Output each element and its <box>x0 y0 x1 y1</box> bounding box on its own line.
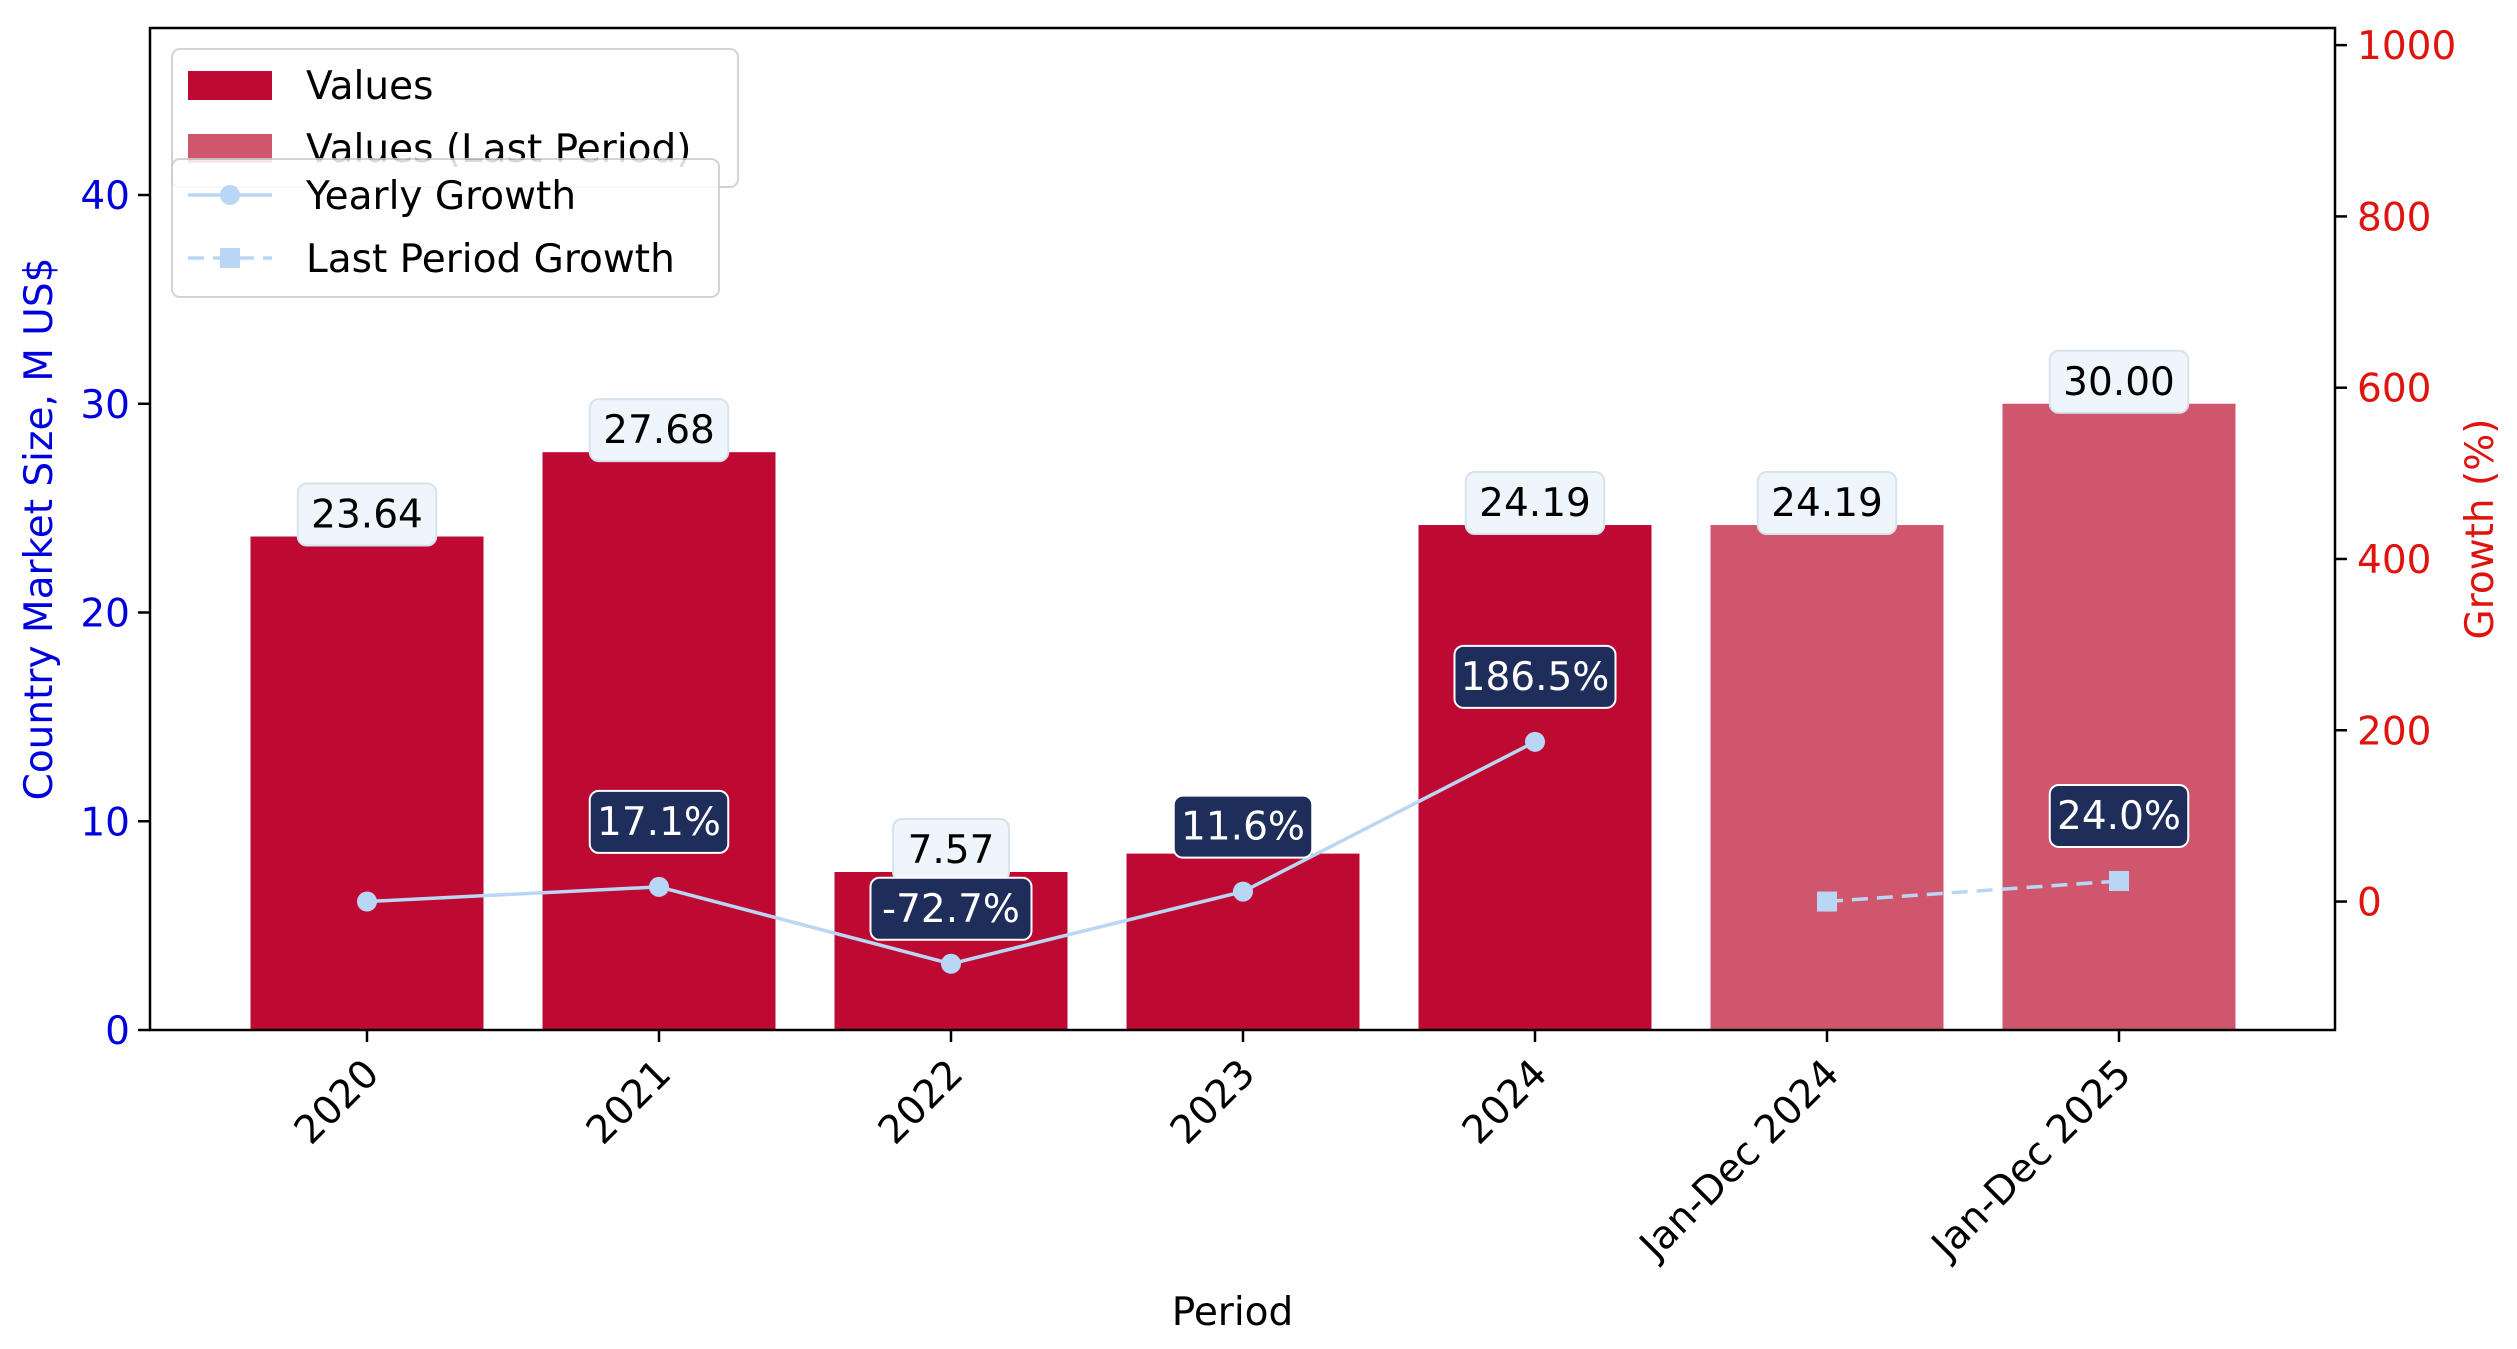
legend-label-last-period-growth: Last Period Growth <box>306 237 675 282</box>
growth-label-2023: 11.6% <box>1172 794 1314 859</box>
growth-label-2023-box <box>1172 794 1314 859</box>
marker-yearly-growth-2024 <box>1525 731 1545 752</box>
growth-label-2024-text: 186.5% <box>1461 655 1610 700</box>
growth-label-jan-dec-2025: 24.0% <box>2048 783 2190 848</box>
growth-label-2021-box <box>588 789 730 854</box>
value-label-jan-dec-2024-text: 24.19 <box>1771 481 1883 526</box>
y2-tick-label-400: 400 <box>2357 538 2431 583</box>
marker-yearly-growth-2020 <box>357 891 377 912</box>
value-label-jan-dec-2024-box <box>1756 471 1898 536</box>
legend-lines-frame <box>171 158 720 298</box>
value-label-2022: 7.57 <box>892 817 1010 882</box>
growth-label-2023-text: 11.6% <box>1181 805 1305 850</box>
x-axis-title: Period <box>1172 1290 1294 1335</box>
legend-lines: Yearly Growth Last Period Growth <box>171 158 720 298</box>
marker-yearly-growth-2022 <box>941 953 961 974</box>
y2-tick-label-1000: 1000 <box>2357 24 2456 69</box>
value-label-jan-dec-2025-text: 30.00 <box>2063 360 2175 405</box>
growth-label-jan-dec-2025-box <box>2048 783 2190 848</box>
growth-label-2022: -72.7% <box>869 876 1033 941</box>
value-label-2021: 27.68 <box>588 398 730 463</box>
growth-label-jan-dec-2025-text: 24.0% <box>2057 794 2181 839</box>
growth-label-2024-box <box>1453 644 1617 709</box>
legend-label-values: Values <box>306 64 433 109</box>
x-tick-label-2024: 2024 <box>1454 1051 1556 1153</box>
growth-label-2022-box <box>869 876 1033 941</box>
growth-label-2021-text: 17.1% <box>597 800 721 845</box>
y2-tick-label-200: 200 <box>2357 709 2431 754</box>
legend-label-yearly-growth: Yearly Growth <box>305 174 576 219</box>
y-tick-label-10: 10 <box>80 800 130 845</box>
legend-swatch-values <box>188 71 272 100</box>
value-label-2021-text: 27.68 <box>603 408 715 453</box>
y-tick-label-20: 20 <box>80 592 130 637</box>
data-labels-layer: 23.64 27.68 7.57 24.19 24.19 30.00 17.1% -72.7%… <box>296 349 2190 941</box>
x-tick-label-2023: 2023 <box>1162 1051 1264 1153</box>
value-label-jan-dec-2025-box <box>2048 349 2190 414</box>
value-label-jan-dec-2025: 30.00 <box>2048 349 2190 414</box>
marker-last-period-growth-jan-dec-2024 <box>1817 891 1837 912</box>
value-label-2024-text: 24.19 <box>1479 481 1591 526</box>
value-label-2020-box <box>296 482 438 547</box>
bar-values-last-period-jan-dec-2024 <box>1710 525 1944 1030</box>
y2-tick-label-0: 0 <box>2357 881 2382 926</box>
marker-yearly-growth-2021 <box>649 876 669 897</box>
y2-tick-label-600: 600 <box>2357 367 2431 412</box>
marker-yearly-growth-2023 <box>1233 881 1253 902</box>
value-label-2020-text: 23.64 <box>311 493 423 538</box>
value-label-2020: 23.64 <box>296 482 438 547</box>
bar-values-2021 <box>542 452 776 1030</box>
value-label-2024-box <box>1464 471 1606 536</box>
legend-marker-last-period-growth <box>220 248 240 268</box>
legend-marker-yearly-growth <box>220 185 240 205</box>
y2-axis-title: Growth (%) <box>2458 418 2503 639</box>
growth-label-2021: 17.1% <box>588 789 730 854</box>
value-label-2022-text: 7.57 <box>908 828 995 873</box>
growth-label-2022-text: -72.7% <box>882 887 1020 932</box>
value-label-2021-box <box>588 398 730 463</box>
value-label-2024: 24.19 <box>1464 471 1606 536</box>
y-tick-label-0: 0 <box>105 1009 130 1054</box>
x-tick-label-2022: 2022 <box>870 1051 972 1153</box>
y-tick-label-40: 40 <box>80 174 130 219</box>
value-label-jan-dec-2024: 24.19 <box>1756 471 1898 536</box>
growth-lines-layer <box>357 731 2129 974</box>
y2-tick-label-800: 800 <box>2357 195 2431 240</box>
bar-values-last-period-jan-dec-2025 <box>2002 403 2236 1030</box>
x-tick-label-jan-dec-2025: Jan-Dec 2025 <box>1921 1051 2140 1270</box>
bar-values-2020 <box>250 536 484 1030</box>
bar-values-2024 <box>1418 525 1652 1030</box>
y-axis-title: Country Market Size, M US$ <box>17 258 62 801</box>
y-tick-label-30: 30 <box>80 383 130 428</box>
x-tick-label-2020: 2020 <box>286 1051 388 1153</box>
marker-last-period-growth-jan-dec-2025 <box>2109 870 2129 891</box>
x-tick-label-2021: 2021 <box>578 1051 680 1153</box>
growth-label-2024: 186.5% <box>1453 644 1617 709</box>
bars-layer <box>250 403 2236 1030</box>
x-tick-label-jan-dec-2024: Jan-Dec 2024 <box>1629 1051 1848 1270</box>
bar-values-2023 <box>1126 853 1360 1030</box>
